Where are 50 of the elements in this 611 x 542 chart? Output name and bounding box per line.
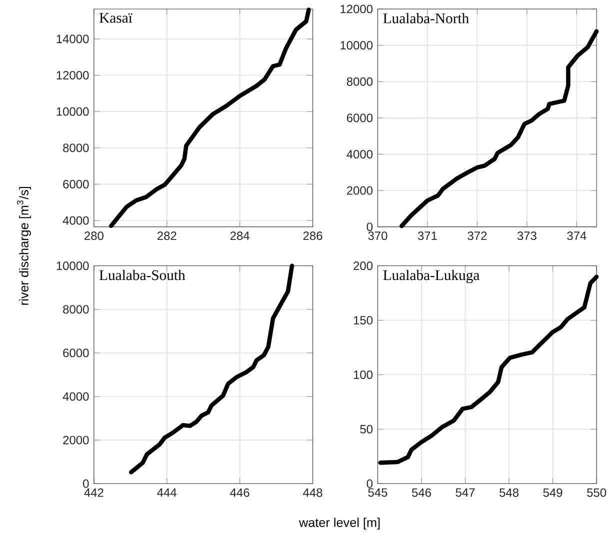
y-tick-label: 2000	[346, 186, 373, 195]
y-tick-label: 10000	[56, 262, 89, 270]
y-tick-label: 100	[354, 370, 373, 380]
y-tick-label: 14000	[56, 34, 89, 44]
y-tick-label: 4000	[62, 216, 89, 225]
x-tick-label: 547	[456, 488, 475, 497]
x-tick-label: 282	[157, 232, 176, 240]
y-tick-label: 10000	[340, 41, 373, 50]
y-tick-label: 0	[83, 480, 89, 488]
y-tick-label: 150	[354, 316, 373, 325]
y-tick-label: 2000	[63, 436, 89, 445]
x-tick-label: 442	[84, 488, 104, 497]
x-tick-label: 371	[418, 232, 437, 240]
y-tick-label: 8000	[346, 78, 373, 86]
x-tick-label: 549	[543, 488, 562, 498]
y-tick-label: 0	[366, 222, 373, 232]
y-tick-label: 12000	[56, 71, 89, 80]
x-tick-label: 280	[84, 232, 104, 240]
y-axis-title: river discharge [m$^{3}$/s]	[17, 187, 31, 305]
chart-title: Lualaba-North	[383, 13, 469, 24]
y-tick-label: 50	[360, 425, 373, 434]
x-tick-label: 370	[368, 232, 388, 240]
x-tick-label: 373	[517, 232, 536, 240]
y-tick-label: 200	[354, 262, 373, 270]
y-tick-label: 6000	[63, 180, 89, 189]
y-tick-label: 4000	[62, 392, 89, 401]
y-tick-label: 4000	[346, 150, 373, 159]
y-tick-label: 12000	[340, 4, 373, 14]
x-axis-title: water level [m]	[298, 518, 380, 530]
x-tick-label: 548	[500, 488, 518, 498]
x-tick-label: 546	[412, 488, 431, 498]
chart-title: Lualaba-Lukuga	[383, 270, 480, 284]
x-tick-label: 545	[368, 488, 388, 497]
y-tick-label: 8000	[63, 144, 89, 152]
x-tick-label: 446	[230, 488, 250, 498]
x-tick-label: 372	[468, 232, 487, 240]
y-tick-label: 0	[366, 480, 373, 488]
chart-title: Lualaba-South	[99, 270, 186, 280]
chart-title: Kasaï	[99, 13, 132, 23]
y-tick-label: 8000	[63, 305, 89, 314]
x-tick-label: 550	[587, 488, 606, 498]
y-tick-label: 10000	[56, 108, 89, 116]
x-tick-label: 448	[303, 488, 322, 498]
x-tick-label: 286	[303, 232, 322, 240]
y-tick-label: 6000	[63, 348, 89, 358]
x-tick-label: 284	[230, 232, 250, 240]
y-tick-label: 6000	[346, 114, 373, 122]
x-tick-label: 374	[567, 232, 586, 240]
line-series	[399, 29, 599, 228]
x-tick-label: 444	[157, 488, 177, 497]
